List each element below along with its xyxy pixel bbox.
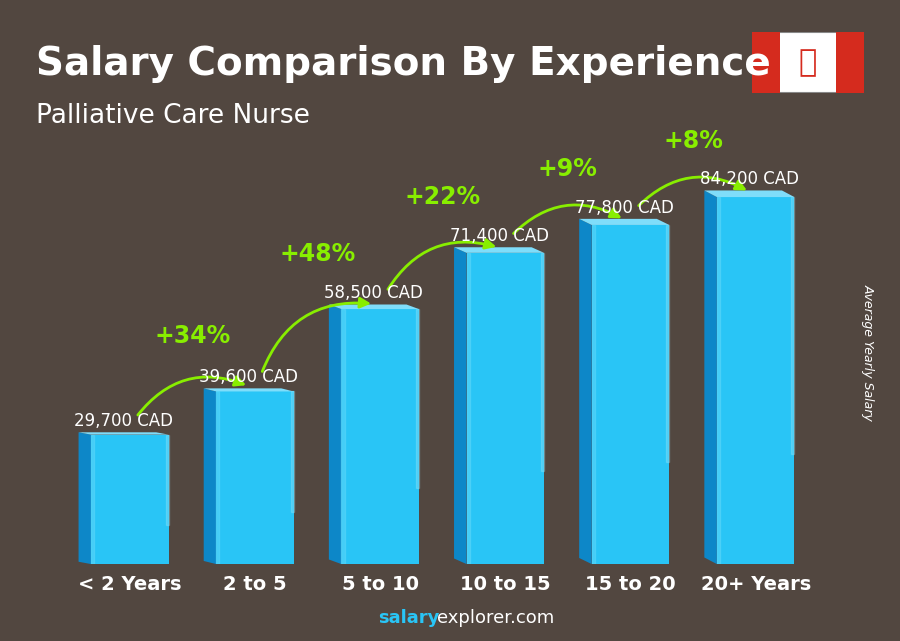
Polygon shape: [341, 309, 419, 564]
Text: +8%: +8%: [663, 129, 723, 153]
Polygon shape: [454, 247, 544, 253]
Text: +22%: +22%: [405, 185, 481, 209]
Polygon shape: [216, 392, 220, 564]
Polygon shape: [591, 225, 595, 564]
Text: 71,400 CAD: 71,400 CAD: [450, 227, 549, 245]
Polygon shape: [91, 435, 94, 564]
Polygon shape: [580, 219, 591, 564]
Polygon shape: [666, 225, 670, 462]
Polygon shape: [203, 388, 293, 392]
Polygon shape: [78, 432, 91, 564]
Polygon shape: [705, 190, 716, 564]
Text: 29,700 CAD: 29,700 CAD: [74, 412, 173, 430]
Polygon shape: [291, 392, 293, 512]
Text: 39,600 CAD: 39,600 CAD: [199, 368, 298, 386]
Text: salary: salary: [378, 609, 439, 627]
Text: explorer.com: explorer.com: [436, 609, 554, 627]
Text: 58,500 CAD: 58,500 CAD: [325, 285, 423, 303]
Polygon shape: [91, 435, 168, 564]
Polygon shape: [791, 197, 795, 454]
Polygon shape: [466, 253, 470, 564]
Text: 🍁: 🍁: [798, 48, 817, 77]
Polygon shape: [580, 219, 670, 225]
Polygon shape: [203, 388, 216, 564]
Text: +34%: +34%: [154, 324, 230, 348]
Text: +48%: +48%: [280, 242, 356, 265]
Polygon shape: [591, 225, 670, 564]
Text: 84,200 CAD: 84,200 CAD: [700, 171, 799, 188]
Polygon shape: [216, 392, 293, 564]
Polygon shape: [466, 253, 544, 564]
Polygon shape: [328, 304, 419, 309]
Polygon shape: [416, 309, 419, 488]
Text: Salary Comparison By Experience: Salary Comparison By Experience: [36, 45, 770, 83]
Polygon shape: [705, 190, 795, 197]
Polygon shape: [341, 309, 345, 564]
Text: Palliative Care Nurse: Palliative Care Nurse: [36, 103, 310, 129]
Polygon shape: [454, 247, 466, 564]
Bar: [836, 32, 864, 93]
Text: 77,800 CAD: 77,800 CAD: [575, 199, 674, 217]
Bar: [752, 32, 779, 93]
Polygon shape: [166, 435, 168, 525]
Polygon shape: [328, 304, 341, 564]
Polygon shape: [716, 197, 795, 564]
Polygon shape: [78, 432, 168, 435]
Text: Average Yearly Salary: Average Yearly Salary: [862, 284, 875, 421]
Polygon shape: [541, 253, 544, 470]
Text: +9%: +9%: [538, 158, 598, 181]
Polygon shape: [716, 197, 720, 564]
